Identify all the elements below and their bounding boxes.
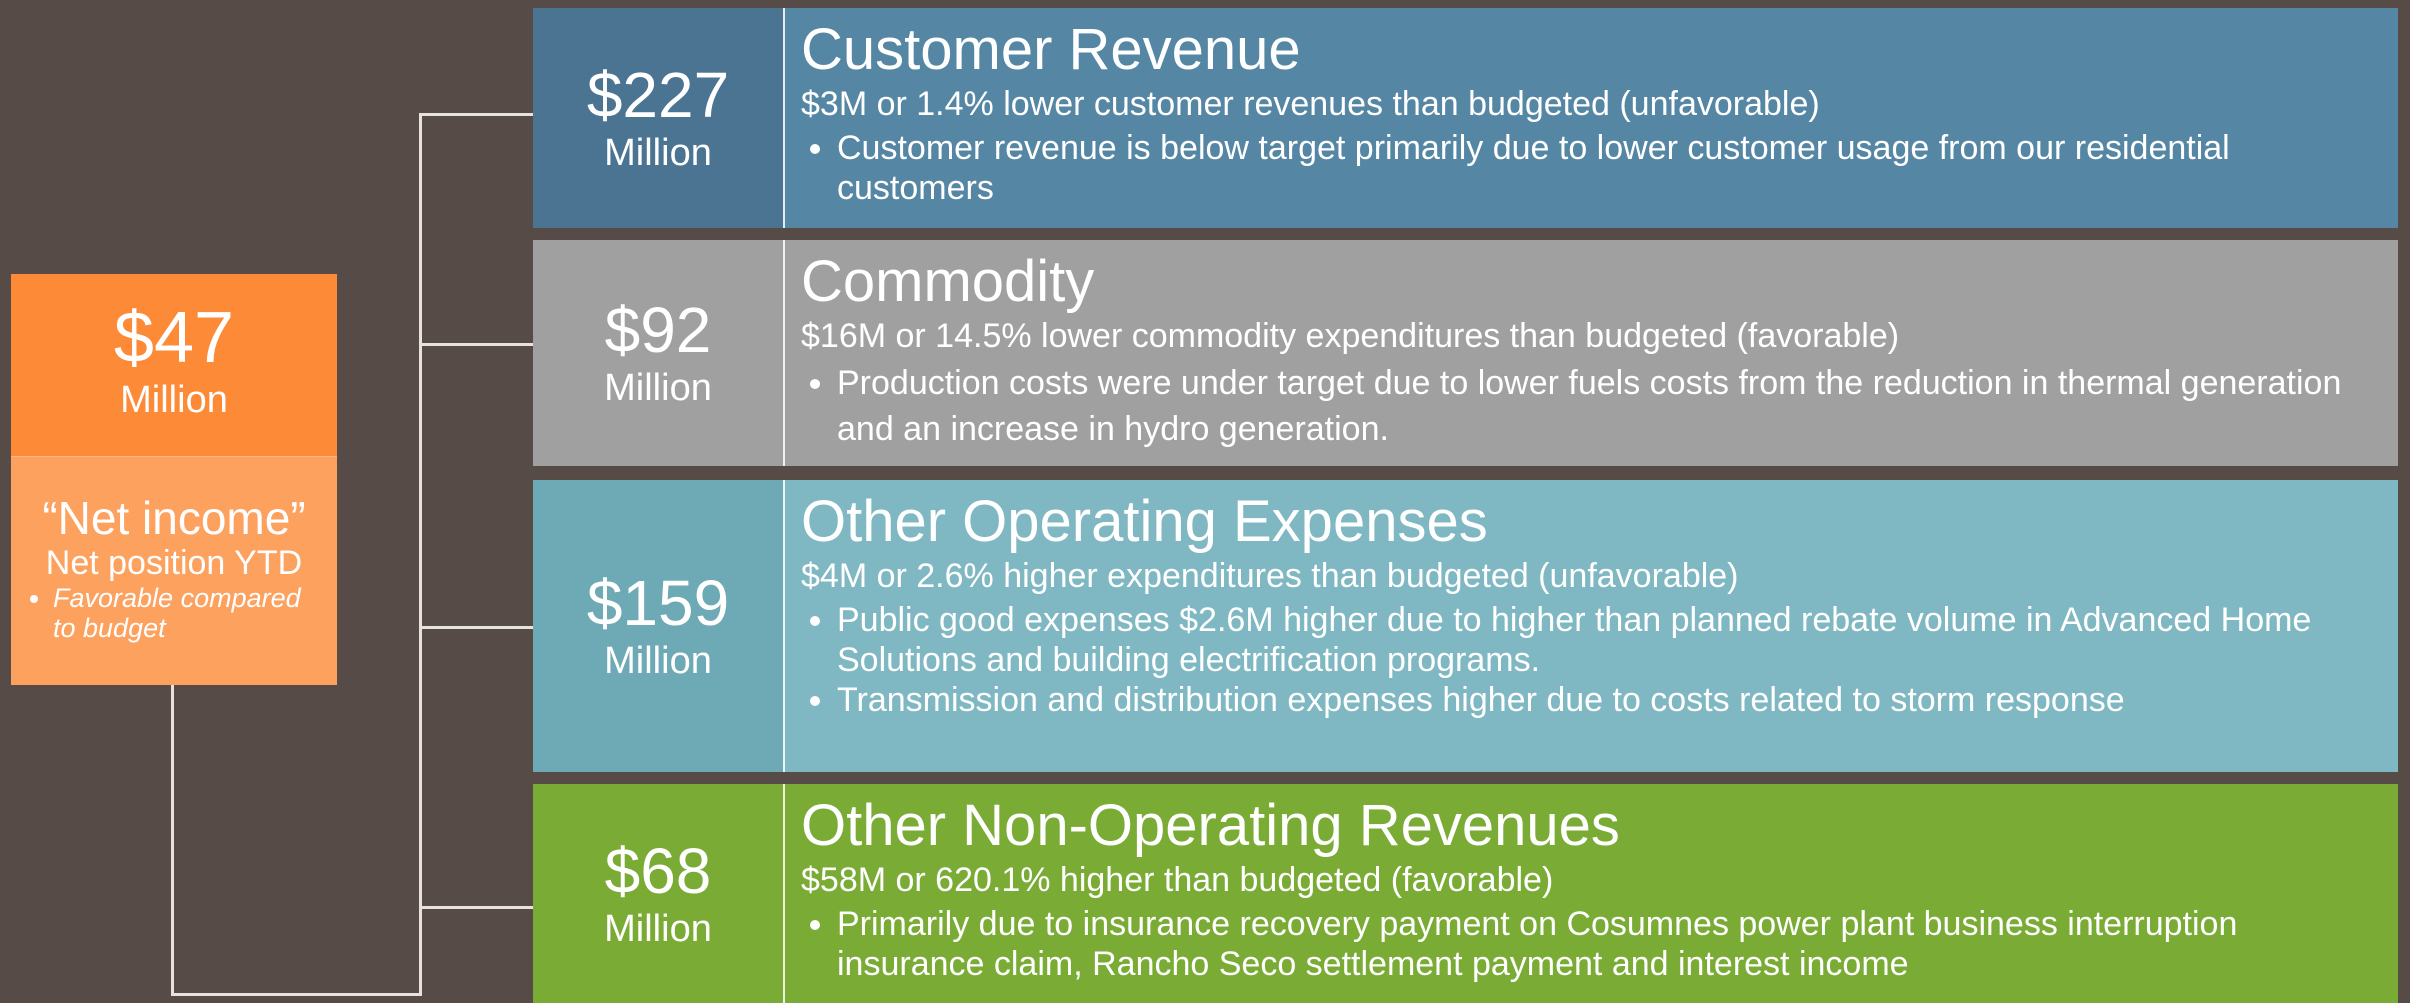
amount-value: $92 — [604, 294, 712, 366]
panel-text: Other Operating Expenses $4M or 2.6% high… — [785, 480, 2398, 772]
bullet: Public good expenses $2.6M higher due to… — [837, 600, 2382, 680]
bullet: Favorable compared to budget — [53, 583, 329, 643]
net-income-box: $47 Million — [11, 274, 337, 456]
panel-amount: $159 Million — [533, 480, 785, 772]
panel-text: Commodity $16M or 14.5% lower commodity e… — [785, 240, 2398, 466]
panel: $92 Million Commodity $16M or 14.5% lower c… — [533, 240, 2398, 466]
panel-amount: $68 Million — [533, 784, 785, 1003]
panel-text: Customer Revenue $3M or 1.4% lower custom… — [785, 8, 2398, 228]
bullet-list: Public good expenses $2.6M higher due to… — [801, 600, 2382, 720]
connector — [171, 993, 422, 996]
panel: $159 Million Other Operating Expenses $4M o… — [533, 480, 2398, 772]
panel-summary: $4M or 2.6% higher expenditures than bud… — [801, 557, 1739, 595]
panel-title: Other Non-Operating Revenues — [801, 793, 1620, 858]
bullet-list: Production costs were under target due t… — [801, 360, 2382, 452]
bullet: Primarily due to insurance recovery paym… — [837, 904, 2382, 984]
amount-unit: Million — [604, 907, 712, 950]
panel-text: Other Non-Operating Revenues $58M or 620.… — [785, 784, 2398, 1003]
amount-value: $68 — [604, 834, 712, 907]
connector — [419, 626, 533, 629]
bullet: Production costs were under target due t… — [837, 360, 2382, 452]
panel-summary: $3M or 1.4% lower customer revenues than… — [801, 85, 1820, 123]
panel-title: Customer Revenue — [801, 17, 1301, 82]
connector — [171, 684, 174, 996]
bullet: Customer revenue is below target primari… — [837, 128, 2382, 208]
net-income-value: $47 — [113, 298, 235, 378]
panel-title: Commodity — [801, 249, 1095, 314]
bullet-list: Primarily due to insurance recovery paym… — [801, 904, 2382, 984]
amount-value: $159 — [586, 567, 730, 639]
connector — [419, 343, 533, 346]
connector — [419, 113, 422, 996]
amount-unit: Million — [604, 132, 712, 174]
connector — [419, 906, 533, 909]
panel-title: Other Operating Expenses — [801, 489, 1488, 554]
panel-summary: $16M or 14.5% lower commodity expenditur… — [801, 317, 1900, 355]
panel: $227 Million Customer Revenue $3M or 1.4% l… — [533, 8, 2398, 228]
bullet: Transmission and distribution expenses h… — [837, 680, 2382, 720]
panel-amount: $92 Million — [533, 240, 785, 466]
amount-value: $227 — [586, 59, 730, 131]
net-income-detail: “Net income” Net position YTD Favorable … — [11, 456, 337, 685]
net-income-label: “Net income” — [42, 492, 306, 544]
panel: $68 Million Other Non-Operating Revenues $5… — [533, 784, 2398, 1003]
amount-unit: Million — [604, 367, 712, 409]
connector — [419, 113, 533, 116]
panel-summary: $58M or 620.1% higher than budgeted (fav… — [801, 861, 1554, 899]
net-income-sublabel: Net position YTD — [45, 544, 303, 582]
net-income-unit: Million — [120, 379, 228, 421]
bullet-list: Customer revenue is below target primari… — [801, 128, 2382, 208]
bullet-list: Favorable compared to budget — [11, 583, 337, 643]
amount-unit: Million — [604, 640, 712, 682]
panel-amount: $227 Million — [533, 8, 785, 228]
